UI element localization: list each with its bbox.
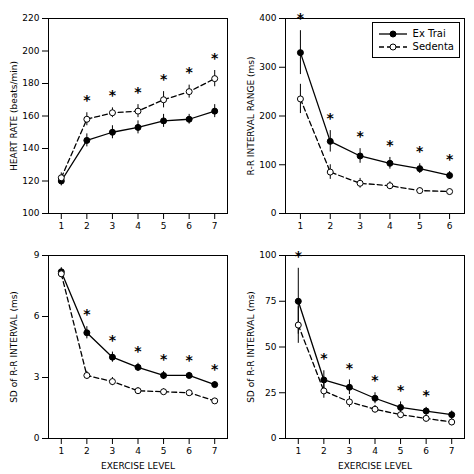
svg-text:120: 120 — [22, 176, 39, 186]
svg-text:3: 3 — [110, 221, 116, 231]
svg-text:3: 3 — [110, 446, 116, 456]
svg-text:*: * — [320, 350, 328, 366]
svg-text:4: 4 — [135, 446, 141, 456]
svg-text:1: 1 — [295, 446, 301, 456]
svg-text:EXERCISE LEVEL: EXERCISE LEVEL — [101, 461, 175, 471]
svg-text:*: * — [327, 110, 335, 126]
svg-text:25: 25 — [265, 388, 276, 398]
svg-text:*: * — [134, 343, 142, 359]
svg-text:7: 7 — [212, 221, 218, 231]
svg-text:9: 9 — [34, 250, 40, 260]
svg-text:100: 100 — [259, 250, 276, 260]
svg-text:*: * — [416, 143, 424, 159]
svg-text:4: 4 — [135, 221, 141, 231]
svg-text:*: * — [422, 387, 430, 403]
svg-text:3: 3 — [357, 221, 363, 231]
svg-text:6: 6 — [186, 221, 192, 231]
svg-text:2: 2 — [84, 446, 90, 456]
svg-text:*: * — [371, 372, 379, 388]
svg-text:*: * — [446, 151, 454, 167]
svg-text:5: 5 — [161, 446, 167, 456]
svg-text:*: * — [83, 306, 91, 322]
svg-text:SD of R-R INTERVAL (ms): SD of R-R INTERVAL (ms) — [246, 291, 256, 403]
svg-text:160: 160 — [22, 111, 39, 121]
svg-text:*: * — [386, 137, 394, 153]
svg-text:*: * — [185, 64, 193, 80]
svg-text:6: 6 — [186, 446, 192, 456]
svg-text:140: 140 — [22, 143, 39, 153]
svg-text:SD of R-R INTERVAL (ms): SD of R-R INTERVAL (ms) — [9, 291, 19, 403]
svg-text:100: 100 — [22, 208, 39, 218]
svg-text:*: * — [397, 382, 405, 398]
svg-text:*: * — [211, 50, 219, 66]
html-text:Sedenta: Sedenta — [412, 41, 454, 52]
svg-text:5: 5 — [398, 446, 404, 456]
svg-text:*: * — [160, 351, 168, 367]
svg-text:2: 2 — [321, 446, 327, 456]
svg-text:0: 0 — [271, 208, 277, 218]
svg-text:6: 6 — [34, 311, 40, 321]
svg-text:*: * — [185, 352, 193, 368]
svg-text:2: 2 — [327, 221, 333, 231]
svg-text:*: * — [160, 71, 168, 87]
svg-text:*: * — [211, 361, 219, 377]
svg-text:3: 3 — [347, 446, 353, 456]
html-text:Ex Trai: Ex Trai — [412, 28, 446, 39]
svg-text:0: 0 — [34, 433, 40, 443]
svg-text:6: 6 — [423, 446, 429, 456]
svg-text:*: * — [109, 332, 117, 348]
svg-text:1: 1 — [58, 446, 64, 456]
svg-text:*: * — [356, 128, 364, 144]
svg-text:180: 180 — [22, 78, 39, 88]
svg-text:300: 300 — [259, 62, 276, 72]
svg-text:4: 4 — [372, 446, 378, 456]
svg-text:*: * — [83, 92, 91, 108]
svg-text:2: 2 — [84, 221, 90, 231]
svg-text:200: 200 — [259, 111, 276, 121]
svg-text:200: 200 — [22, 46, 39, 56]
svg-text:EXERCISE LEVEL: EXERCISE LEVEL — [338, 461, 412, 471]
svg-text:3: 3 — [34, 372, 40, 382]
svg-text:400: 400 — [259, 13, 276, 23]
svg-text:*: * — [346, 360, 354, 376]
svg-text:R-R INTERVAL RANGE (ms): R-R INTERVAL RANGE (ms) — [246, 57, 256, 176]
svg-text:1: 1 — [298, 221, 304, 231]
svg-text:220: 220 — [22, 13, 39, 23]
svg-text:*: * — [134, 84, 142, 100]
svg-text:*: * — [297, 10, 305, 26]
svg-text:75: 75 — [265, 296, 276, 306]
svg-text:50: 50 — [265, 342, 277, 352]
svg-text:5: 5 — [417, 221, 423, 231]
svg-text:7: 7 — [449, 446, 455, 456]
svg-text:5: 5 — [161, 221, 167, 231]
svg-text:6: 6 — [447, 221, 453, 231]
svg-text:0: 0 — [271, 433, 277, 443]
svg-text:100: 100 — [259, 160, 276, 170]
svg-text:*: * — [109, 87, 117, 103]
svg-text:*: * — [295, 248, 303, 264]
svg-text:4: 4 — [387, 221, 393, 231]
svg-text:7: 7 — [212, 446, 218, 456]
svg-text:1: 1 — [58, 221, 64, 231]
svg-text:HEART RATE (beats/min): HEART RATE (beats/min) — [9, 61, 19, 171]
